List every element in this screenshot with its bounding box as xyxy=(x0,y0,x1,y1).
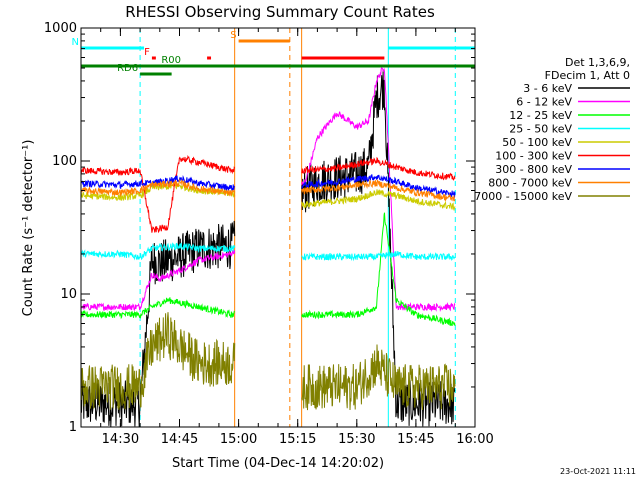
x-tick-label: 15:15 xyxy=(279,432,316,447)
legend-entry-label: 6 - 12 keV xyxy=(516,96,572,109)
series-line xyxy=(81,312,456,411)
flag-bar-label: RD6 xyxy=(117,63,138,74)
flag-bar-label: S xyxy=(230,30,236,41)
x-tick-label: 14:45 xyxy=(161,432,198,447)
series-line xyxy=(81,178,456,202)
series-line xyxy=(81,67,456,312)
series-line xyxy=(81,154,456,234)
legend-entry-label: 12 - 25 keV xyxy=(509,109,572,122)
legend-entry-label: 3 - 6 keV xyxy=(523,82,572,95)
legend-entry-label: 800 - 7000 keV xyxy=(488,177,572,190)
series-line xyxy=(81,212,456,327)
legend-entry-label: 25 - 50 keV xyxy=(509,123,572,136)
chart-title: RHESSI Observing Summary Count Rates xyxy=(125,3,435,21)
y-tick-label: 1000 xyxy=(44,21,77,36)
y-axis-label: Count Rate (s⁻¹ detector⁻¹) xyxy=(21,140,36,317)
x-tick-label: 15:45 xyxy=(397,432,434,447)
flag-bar-label: F xyxy=(144,47,150,58)
generation-timestamp: 23-Oct-2021 11:11 xyxy=(560,467,636,476)
x-tick-label: 16:00 xyxy=(456,432,493,447)
legend-entry-label: 50 - 100 keV xyxy=(502,136,572,149)
vertical-markers xyxy=(139,28,456,427)
x-axis: 14:30 14:45 15:00 15:15 15:30 15:45 16:00 xyxy=(100,28,494,447)
legend-entry-label: 100 - 300 keV xyxy=(495,150,572,163)
x-axis-label: Start Time (04-Dec-14 14:20:02) xyxy=(172,456,384,471)
legend-header-line: FDecim 1, Att 0 xyxy=(545,69,630,82)
flag-bars: N F R00 RD6 S xyxy=(72,30,475,76)
flag-bar-label: R00 xyxy=(161,55,181,66)
series-line xyxy=(81,242,456,262)
series-lines xyxy=(81,67,456,427)
y-tick-label: 100 xyxy=(52,154,77,169)
x-tick-label: 15:30 xyxy=(338,432,375,447)
series-line xyxy=(81,181,456,212)
legend-header-line: Det 1,3,6,9, xyxy=(565,56,630,69)
y-tick-label: 10 xyxy=(60,287,77,302)
x-tick-label: 14:30 xyxy=(102,432,139,447)
legend-entry-label: 300 - 800 keV xyxy=(495,163,572,176)
legend-entry-label: 7000 - 15000 keV xyxy=(474,190,572,203)
y-axis: 1 10 100 1000 xyxy=(44,21,475,435)
x-tick-label: 15:00 xyxy=(220,432,257,447)
y-tick-label: 1 xyxy=(69,420,77,435)
series-line xyxy=(81,174,456,198)
flag-bar-label: N xyxy=(72,37,79,48)
